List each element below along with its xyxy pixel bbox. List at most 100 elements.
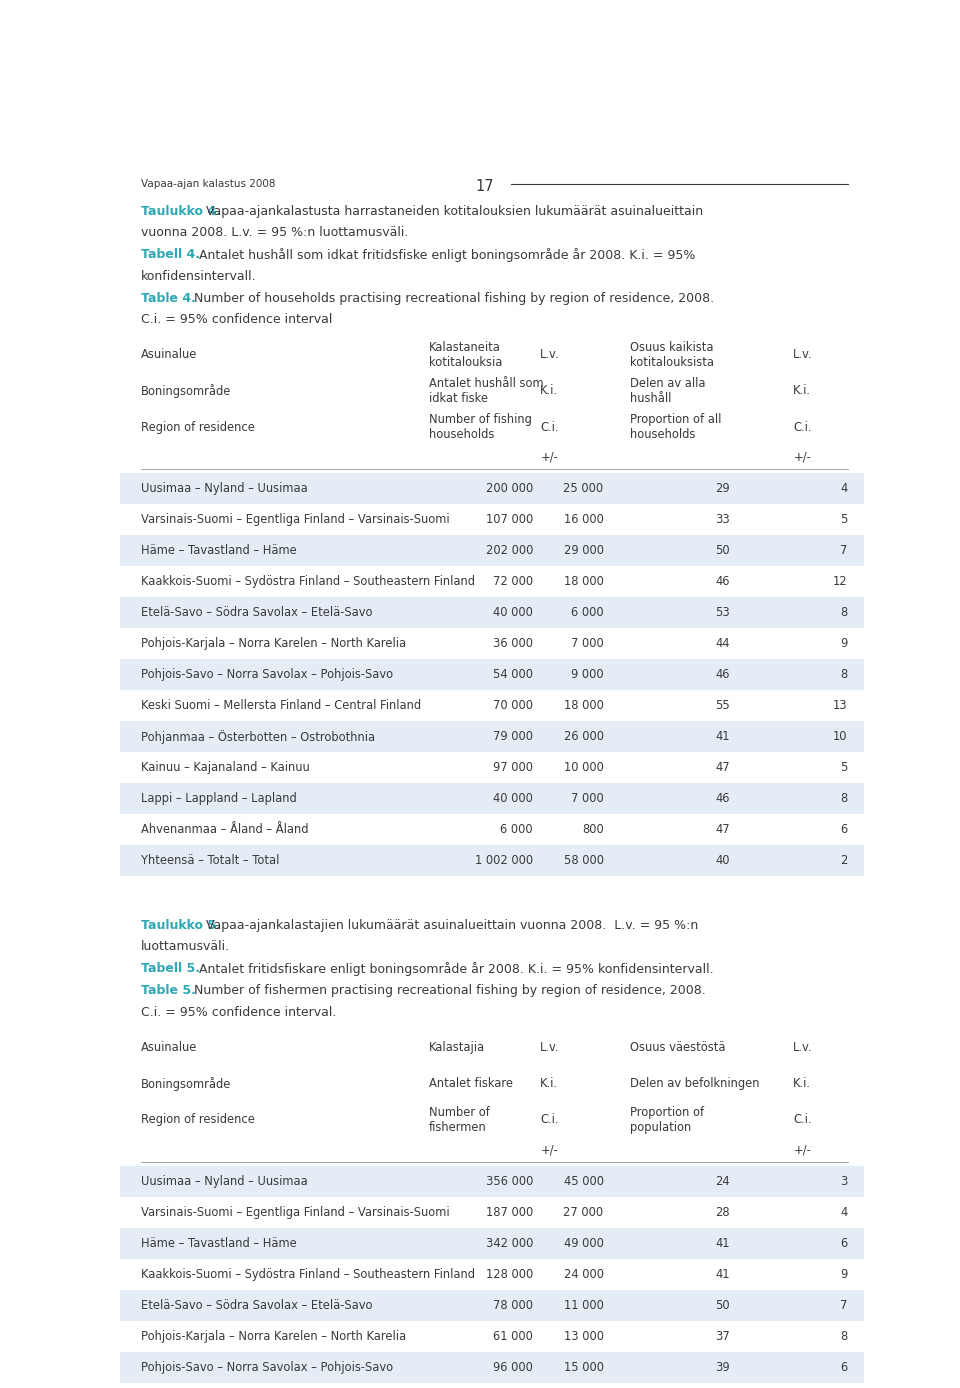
Text: Kalastajia: Kalastajia (429, 1041, 485, 1053)
Text: C.i.: C.i. (793, 1113, 812, 1127)
Text: 18 000: 18 000 (564, 700, 604, 712)
Text: Boningsområde: Boningsområde (141, 1077, 231, 1091)
Text: 800: 800 (582, 823, 604, 836)
Text: Tabell 4.: Tabell 4. (141, 248, 200, 261)
Text: Vapaa-ajankalastajien lukumäärät asuinalueittain vuonna 2008.  L.v. = 95 %:n: Vapaa-ajankalastajien lukumäärät asuinal… (202, 919, 698, 931)
Text: 15 000: 15 000 (564, 1360, 604, 1374)
Text: Proportion of all
households: Proportion of all households (630, 414, 721, 441)
Text: Pohjois-Savo – Norra Savolax – Pohjois-Savo: Pohjois-Savo – Norra Savolax – Pohjois-S… (141, 668, 393, 682)
Text: Table 4.: Table 4. (141, 291, 196, 304)
Text: K.i.: K.i. (793, 384, 811, 397)
Text: 8: 8 (840, 607, 848, 619)
Text: K.i.: K.i. (540, 1077, 559, 1090)
Text: 40 000: 40 000 (493, 793, 533, 805)
Text: 41: 41 (715, 1267, 730, 1281)
Text: K.i.: K.i. (540, 384, 559, 397)
Text: 78 000: 78 000 (492, 1299, 533, 1312)
Text: 25 000: 25 000 (564, 482, 604, 496)
Text: 6: 6 (840, 1237, 848, 1249)
Text: C.i.: C.i. (540, 421, 559, 434)
Text: 24: 24 (715, 1174, 730, 1188)
Text: 33: 33 (715, 514, 730, 526)
Text: 128 000: 128 000 (486, 1267, 533, 1281)
Text: Keski Suomi – Mellersta Finland – Central Finland: Keski Suomi – Mellersta Finland – Centra… (141, 700, 420, 712)
Text: 40 000: 40 000 (493, 607, 533, 619)
Text: C.i.: C.i. (540, 1113, 559, 1127)
Text: 12: 12 (833, 575, 848, 589)
Bar (120, 629, 864, 659)
Bar (120, 722, 864, 752)
Text: 50: 50 (715, 544, 730, 557)
Text: 10: 10 (833, 730, 848, 743)
Text: 29 000: 29 000 (564, 544, 604, 557)
Text: 13 000: 13 000 (564, 1330, 604, 1342)
Text: 202 000: 202 000 (486, 544, 533, 557)
Text: Uusimaa – Nyland – Uusimaa: Uusimaa – Nyland – Uusimaa (141, 1174, 307, 1188)
Text: Proportion of
population: Proportion of population (630, 1106, 704, 1134)
Text: 24 000: 24 000 (564, 1267, 604, 1281)
Text: 29: 29 (715, 482, 730, 496)
Text: C.i.: C.i. (793, 421, 812, 434)
Text: L.v.: L.v. (793, 1041, 813, 1053)
Text: Asuinalue: Asuinalue (141, 1041, 197, 1053)
Text: 10 000: 10 000 (564, 761, 604, 775)
Text: 9: 9 (840, 1267, 848, 1281)
Text: 39: 39 (715, 1360, 730, 1374)
Text: 26 000: 26 000 (564, 730, 604, 743)
Text: 5: 5 (840, 761, 848, 775)
Text: 16 000: 16 000 (564, 514, 604, 526)
Text: 28: 28 (715, 1206, 730, 1219)
Text: Varsinais-Suomi – Egentliga Finland – Varsinais-Suomi: Varsinais-Suomi – Egentliga Finland – Va… (141, 514, 449, 526)
Text: 37: 37 (715, 1330, 730, 1342)
Text: L.v.: L.v. (793, 348, 813, 361)
Text: 46: 46 (715, 793, 730, 805)
Text: Delen av befolkningen: Delen av befolkningen (630, 1077, 759, 1090)
Text: 44: 44 (715, 637, 730, 650)
Text: 41: 41 (715, 730, 730, 743)
Text: luottamusväli.: luottamusväli. (141, 940, 230, 954)
Text: Antalet hushåll som idkat fritidsfiske enligt boningsområde år 2008. K.i. = 95%: Antalet hushåll som idkat fritidsfiske e… (195, 248, 695, 262)
Text: 4: 4 (840, 482, 848, 496)
Text: 97 000: 97 000 (492, 761, 533, 775)
Text: Delen av alla
hushåll: Delen av alla hushåll (630, 378, 706, 405)
Text: 96 000: 96 000 (493, 1360, 533, 1374)
Bar (120, 1352, 864, 1382)
Text: Antalet fritidsfiskare enligt boningsområde år 2008. K.i. = 95% konfidensinterva: Antalet fritidsfiskare enligt boningsomr… (195, 962, 714, 976)
Bar (120, 1196, 864, 1228)
Text: Pohjois-Karjala – Norra Karelen – North Karelia: Pohjois-Karjala – Norra Karelen – North … (141, 637, 406, 650)
Text: Osuus väestöstä: Osuus väestöstä (630, 1041, 725, 1053)
Bar (120, 690, 864, 722)
Bar (120, 473, 864, 504)
Text: 27 000: 27 000 (564, 1206, 604, 1219)
Bar (120, 1228, 864, 1259)
Text: 5: 5 (840, 514, 848, 526)
Text: Taulukko 4.: Taulukko 4. (141, 205, 221, 218)
Text: Etelä-Savo – Södra Savolax – Etelä-Savo: Etelä-Savo – Södra Savolax – Etelä-Savo (141, 607, 372, 619)
Text: 54 000: 54 000 (492, 668, 533, 682)
Text: 356 000: 356 000 (486, 1174, 533, 1188)
Bar (120, 1321, 864, 1352)
Text: 17: 17 (475, 179, 493, 194)
Text: 6 000: 6 000 (500, 823, 533, 836)
Text: +/-: +/- (793, 451, 811, 464)
Text: L.v.: L.v. (540, 348, 560, 361)
Text: Taulukko 5.: Taulukko 5. (141, 919, 221, 931)
Text: 9: 9 (840, 637, 848, 650)
Text: Yhteensä – Totalt – Total: Yhteensä – Totalt – Total (141, 854, 279, 868)
Text: 61 000: 61 000 (493, 1330, 533, 1342)
Text: Table 5.: Table 5. (141, 984, 196, 997)
Text: 40: 40 (715, 854, 730, 868)
Text: C.i. = 95% confidence interval: C.i. = 95% confidence interval (141, 312, 332, 326)
Bar (120, 504, 864, 536)
Text: 13: 13 (833, 700, 848, 712)
Text: Pohjanmaa – Österbotten – Ostrobothnia: Pohjanmaa – Österbotten – Ostrobothnia (141, 730, 375, 744)
Text: Kaakkois-Suomi – Sydöstra Finland – Southeastern Finland: Kaakkois-Suomi – Sydöstra Finland – Sout… (141, 575, 475, 589)
Text: 6 000: 6 000 (571, 607, 604, 619)
Text: Kalastaneita
kotitalouksia: Kalastaneita kotitalouksia (429, 340, 502, 369)
Text: 18 000: 18 000 (564, 575, 604, 589)
Text: Uusimaa – Nyland – Uusimaa: Uusimaa – Nyland – Uusimaa (141, 482, 307, 496)
Text: Number of fishermen practising recreational fishing by region of residence, 2008: Number of fishermen practising recreatio… (190, 984, 706, 997)
Text: 46: 46 (715, 575, 730, 589)
Text: Varsinais-Suomi – Egentliga Finland – Varsinais-Suomi: Varsinais-Suomi – Egentliga Finland – Va… (141, 1206, 449, 1219)
Text: Etelä-Savo – Södra Savolax – Etelä-Savo: Etelä-Savo – Södra Savolax – Etelä-Savo (141, 1299, 372, 1312)
